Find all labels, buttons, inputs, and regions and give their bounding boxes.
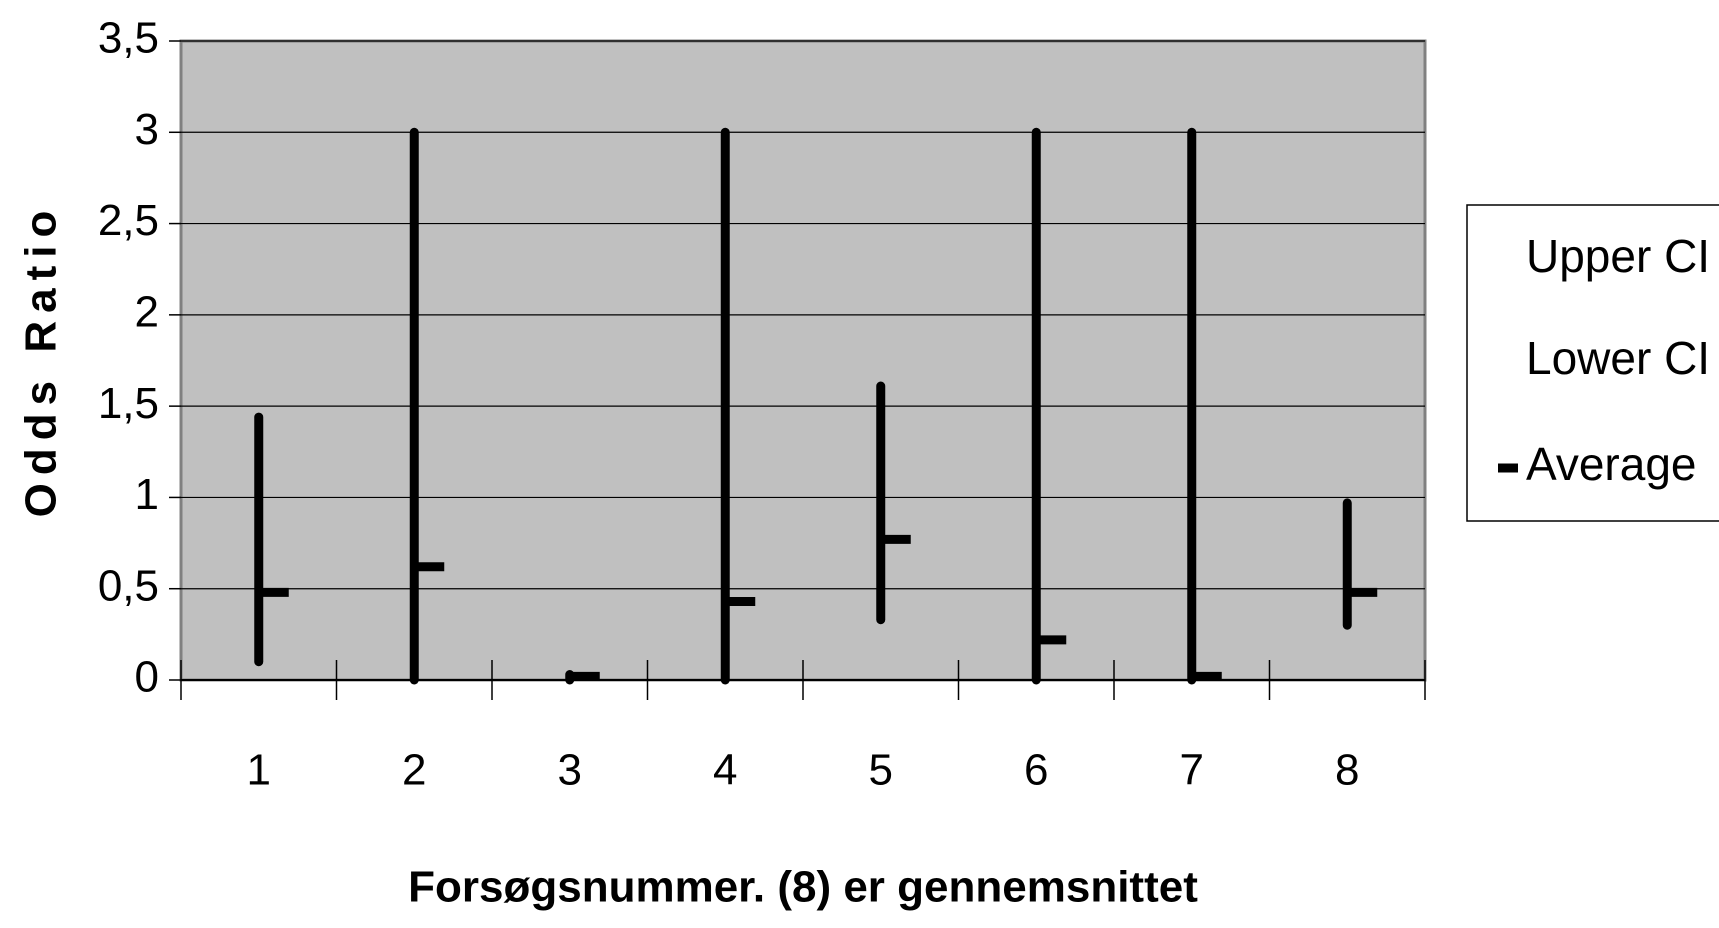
y-axis-title: Odds Ratio bbox=[17, 203, 66, 518]
legend-label: Average bbox=[1526, 438, 1697, 490]
y-tick-label: 3,5 bbox=[98, 14, 159, 63]
x-tick-label: 8 bbox=[1335, 746, 1359, 795]
legend-label: Upper CI bbox=[1526, 230, 1710, 282]
x-tick-label: 5 bbox=[869, 746, 893, 795]
y-tick-label: 3 bbox=[135, 105, 159, 154]
plot-area bbox=[179, 39, 1427, 682]
x-tick-label: 7 bbox=[1180, 746, 1204, 795]
y-tick-label: 2 bbox=[135, 287, 159, 336]
x-tick-label: 1 bbox=[247, 746, 271, 795]
x-tick-label: 2 bbox=[402, 746, 426, 795]
y-tick-label: 0,5 bbox=[98, 561, 159, 610]
y-tick-label: 2,5 bbox=[98, 196, 159, 245]
x-tick-label: 3 bbox=[558, 746, 582, 795]
y-tick-label: 0 bbox=[135, 653, 159, 702]
y-tick-label: 1 bbox=[135, 470, 159, 519]
legend-label: Lower CI bbox=[1526, 332, 1710, 384]
x-tick-label: 4 bbox=[713, 746, 737, 795]
x-axis-title: Forsøgsnummer. (8) er gennemsnittet bbox=[408, 863, 1198, 912]
y-tick-label: 1,5 bbox=[98, 379, 159, 428]
x-tick-label: 6 bbox=[1024, 746, 1048, 795]
